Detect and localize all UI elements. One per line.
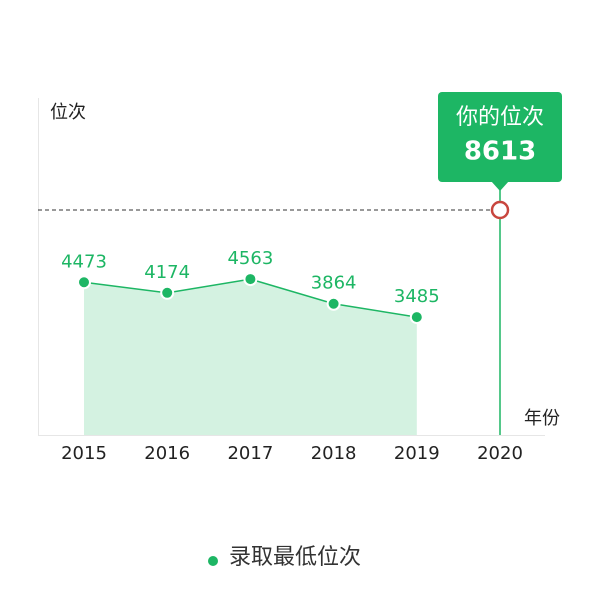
callout bbox=[438, 92, 562, 182]
x-tick-label: 2019 bbox=[394, 443, 440, 464]
legend-marker bbox=[208, 556, 218, 566]
data-label: 3864 bbox=[311, 273, 357, 294]
x-tick-label: 2018 bbox=[311, 443, 357, 464]
legend-label: 录取最低位次 bbox=[229, 545, 361, 570]
area bbox=[84, 279, 417, 435]
data-label: 3485 bbox=[394, 286, 440, 307]
y-axis-label: 位次 bbox=[50, 102, 86, 123]
x-tick-label: 2017 bbox=[227, 443, 273, 464]
x-tick-label: 2016 bbox=[144, 443, 190, 464]
callout-value: 8613 bbox=[464, 137, 536, 167]
point bbox=[409, 310, 424, 325]
callout-label: 你的位次 bbox=[456, 105, 544, 130]
callout-pointer bbox=[491, 181, 509, 191]
point bbox=[326, 296, 341, 311]
data-label: 4563 bbox=[227, 248, 273, 269]
data-label: 4473 bbox=[61, 251, 107, 272]
point bbox=[243, 272, 258, 287]
x-tick-label: 2020 bbox=[477, 443, 523, 464]
point bbox=[160, 285, 175, 300]
highlight-marker bbox=[490, 200, 510, 220]
x-axis-label: 年份 bbox=[524, 408, 560, 429]
x-tick-label: 2015 bbox=[61, 443, 107, 464]
point bbox=[77, 275, 91, 290]
data-label: 4174 bbox=[144, 262, 190, 283]
